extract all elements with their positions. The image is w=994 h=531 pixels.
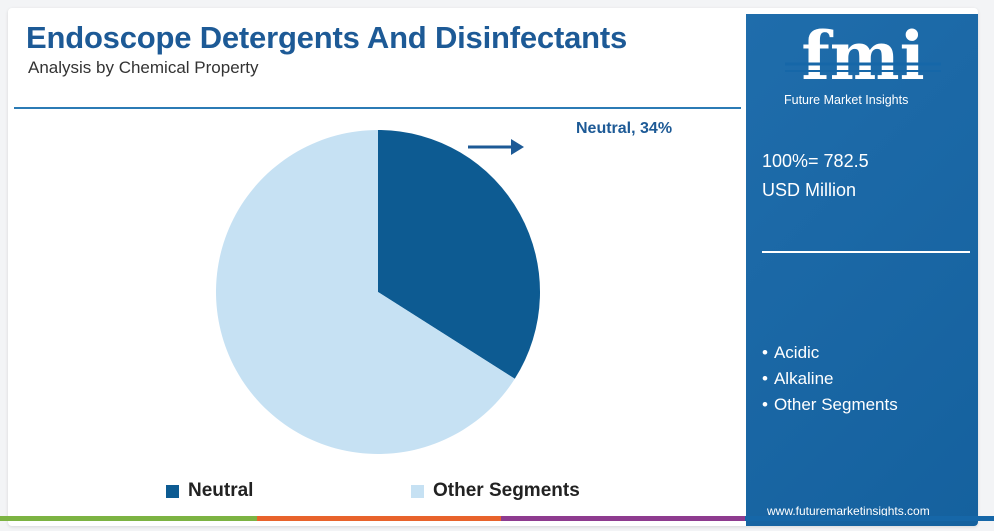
bar-segment-orange: [257, 516, 501, 521]
fmi-logo: fmi: [785, 24, 941, 88]
pie-chart: [215, 130, 540, 455]
panel-divider: [762, 251, 970, 253]
chart-subtitle: Analysis by Chemical Property: [28, 58, 259, 77]
segment-item: Acidic: [762, 340, 898, 366]
logo-tagline: Future Market Insights: [784, 93, 909, 107]
bar-segment-green: [0, 516, 257, 521]
market-total-value: 100%= 782.5: [762, 151, 869, 171]
slice-callout-neutral: Neutral, 34%: [576, 120, 673, 137]
segment-list: Acidic Alkaline Other Segments: [762, 340, 898, 418]
legend-swatch-neutral: [166, 484, 179, 498]
website-link[interactable]: www.futuremarketinsights.com: [767, 504, 930, 518]
bottom-color-bar: [0, 516, 994, 521]
pie-slice-other-segments: [215, 130, 515, 455]
bar-segment-blue: [745, 516, 994, 521]
chart-card: Endoscope Detergents And Disinfectants A…: [8, 8, 978, 526]
callout-arrow: [468, 139, 524, 155]
legend-label-other-segments: Other Segments: [433, 480, 580, 501]
chart-title: Endoscope Detergents And Disinfectants: [26, 20, 628, 55]
market-total: 100%= 782.5 USD Million: [762, 147, 869, 205]
legend-item-other-segments: Other Segments: [411, 480, 580, 502]
legend-item-neutral: Neutral: [166, 480, 253, 502]
market-total-unit: USD Million: [762, 180, 857, 200]
title-divider: [14, 107, 741, 109]
logo-text: fmi: [801, 24, 924, 88]
info-panel: fmi Future Market Insights 100%= 782.5 U…: [746, 14, 978, 526]
legend-swatch-other-segments: [411, 484, 424, 498]
pie-slice-neutral: [378, 130, 540, 379]
legend-label-neutral: Neutral: [188, 480, 254, 501]
segment-item: Other Segments: [762, 392, 898, 418]
segment-item: Alkaline: [762, 366, 898, 392]
bar-segment-purple: [501, 516, 745, 521]
